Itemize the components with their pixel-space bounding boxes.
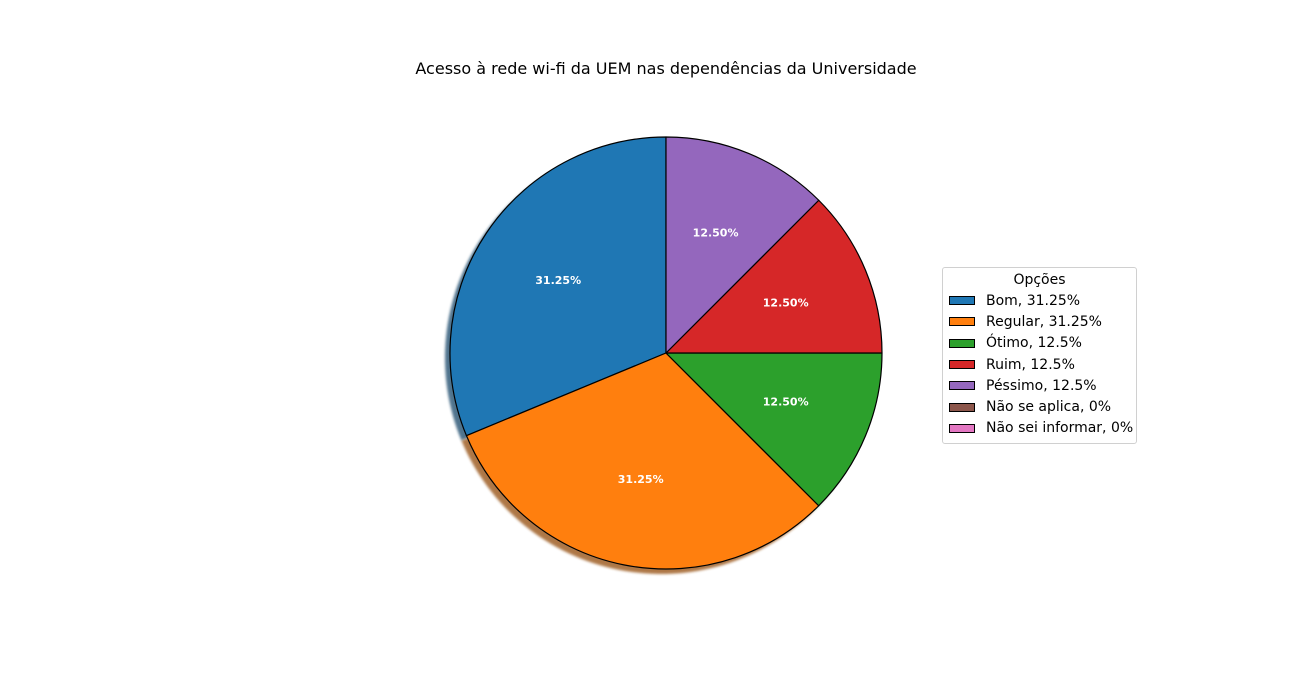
legend-title: Opções [1013,272,1066,288]
legend-entry-regular: Regular, 31.25% [943,311,1136,332]
legend-swatch [949,338,975,348]
legend-label: Bom, 31.25% [986,292,1081,309]
legend-label: Péssimo, 12.5% [986,377,1097,394]
legend: Opções Bom, 31.25% Regular, 31.25% Ótimo, … [942,267,1137,445]
legend-swatch [949,296,975,306]
legend-swatch [949,317,975,327]
slice-label-otimo: 12.50% [763,396,809,409]
legend-entries: Bom, 31.25% Regular, 31.25% Ótimo, 12.5% Ru… [943,290,1136,439]
legend-swatch [949,423,975,433]
legend-entry-pessimo: Péssimo, 12.5% [943,375,1136,396]
pie-slice-ruim [665,199,883,354]
legend-label: Não se aplica, 0% [986,399,1112,416]
legend-entry-ruim: Ruim, 12.5% [943,354,1136,375]
pie-slice-pessimo [665,136,820,354]
chart-title: Acesso à rede wi-fi da UEM nas dependênc… [415,59,917,78]
legend-swatch [949,381,975,391]
pie-slices [449,136,883,570]
pie-labels: 31.25% 31.25% 12.50% 12.50% 12.50% [535,226,808,486]
slice-label-ruim: 12.50% [763,296,809,309]
legend-entry-otimo: Ótimo, 12.5% [943,333,1136,354]
legend-entry-nao-se-aplica: Não se aplica, 0% [943,396,1136,417]
legend-entry-bom: Bom, 31.25% [943,290,1136,311]
pie-slice-regular [465,352,820,570]
legend-swatch [949,360,975,370]
slice-label-bom: 31.25% [535,274,581,287]
legend-entry-nao-sei-informar: Não sei informar, 0% [943,418,1136,439]
legend-label: Ótimo, 12.5% [986,335,1082,352]
slice-label-pessimo: 12.50% [693,226,739,239]
legend-label: Regular, 31.25% [986,313,1102,330]
pie-slice-otimo [665,352,883,507]
pie-slice-bom [449,136,667,437]
legend-swatch [949,402,975,412]
legend-label: Não sei informar, 0% [986,420,1134,437]
slice-label-regular: 31.25% [618,473,664,486]
legend-label: Ruim, 12.5% [986,356,1075,373]
